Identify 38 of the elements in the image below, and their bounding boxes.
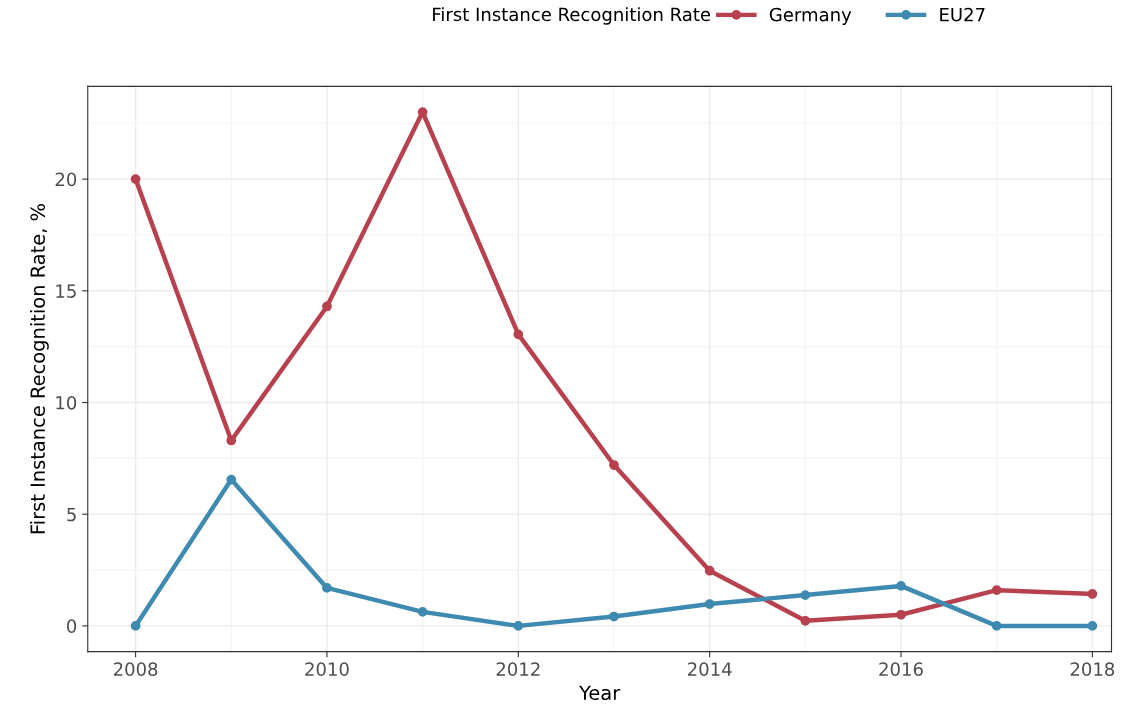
y-tick-label: 20 xyxy=(55,172,77,187)
y-tick-label: 15 xyxy=(56,284,76,298)
point xyxy=(991,585,1002,596)
point xyxy=(322,301,332,312)
x-tick-label: 2010 xyxy=(305,662,349,676)
point xyxy=(704,599,715,609)
point xyxy=(226,435,237,446)
x-axis-title: Year xyxy=(579,685,621,701)
point xyxy=(513,329,524,340)
point xyxy=(513,621,524,631)
x-tick-label: 2008 xyxy=(113,662,158,676)
point xyxy=(1087,589,1098,599)
legend-title: First Instance Recognition Rate xyxy=(433,7,711,25)
y-tick-label: 5 xyxy=(67,507,76,522)
x-tick-label: 2012 xyxy=(496,662,540,676)
point xyxy=(1087,621,1098,631)
y-axis-title: First Instance Recognition Rate, % xyxy=(29,204,49,534)
x-tick-label: 2014 xyxy=(688,662,732,676)
point xyxy=(896,581,906,591)
point xyxy=(226,474,237,485)
legend-label: Germany xyxy=(769,7,852,25)
y-tick-label: 0 xyxy=(67,619,77,634)
point xyxy=(991,621,1002,631)
point xyxy=(800,590,811,600)
point xyxy=(417,107,428,117)
legend-label: EU27 xyxy=(940,7,985,22)
x-tick-label: 2018 xyxy=(1070,662,1115,676)
point xyxy=(322,583,332,593)
point xyxy=(130,174,141,184)
x-tick-label: 2016 xyxy=(879,662,923,676)
point xyxy=(130,621,141,631)
point xyxy=(800,615,811,626)
point xyxy=(609,460,619,470)
point xyxy=(896,609,906,620)
y-tick-label: 10 xyxy=(56,395,77,410)
point xyxy=(704,565,715,576)
point xyxy=(609,611,619,622)
point xyxy=(417,606,428,617)
